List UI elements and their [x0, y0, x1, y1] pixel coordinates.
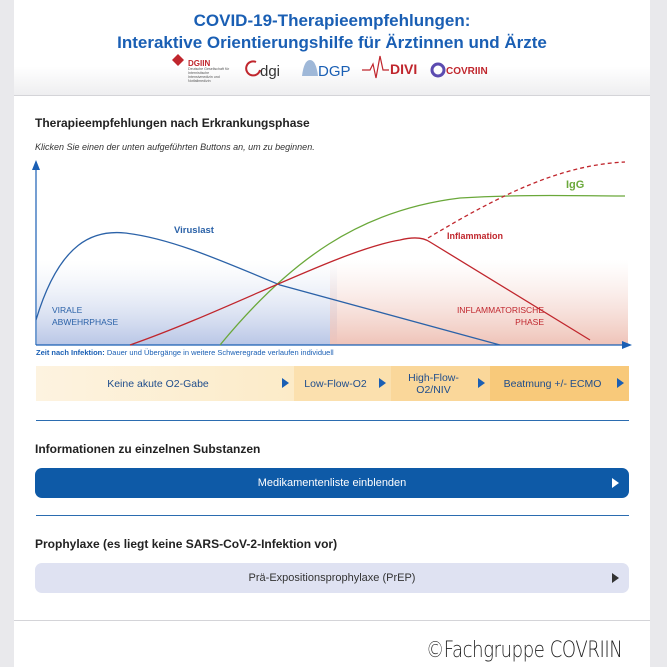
viruslast-curve	[35, 231, 501, 346]
section-heading: Prophylaxe (es liegt keine SARS-CoV-2-In…	[35, 537, 338, 551]
copyright: ©Fachgruppe COVRIIN	[425, 638, 623, 663]
phase-button[interactable]: High-Flow-O2/NIV	[391, 366, 490, 401]
phase-button[interactable]: Keine akute O2-Gabe	[36, 366, 294, 401]
instruction: Klicken Sie einen der unten aufgeführten…	[35, 142, 315, 152]
arrow	[612, 478, 619, 488]
logo-text: DIVI	[390, 61, 417, 77]
header	[14, 0, 650, 96]
axis-note-bold: Zeit nach Infektion:	[36, 348, 105, 357]
inflammatory-area	[330, 260, 628, 345]
inflammation-curve	[129, 237, 591, 346]
section-heading: Therapieempfehlungen nach Erkrankungspha…	[35, 116, 310, 130]
section-heading: Informationen zu einzelnen Substanzen	[35, 442, 261, 456]
medication-button[interactable]: Medikamentenliste einblenden	[35, 468, 629, 498]
logo-text: dgi	[260, 63, 280, 80]
logo-icon	[302, 60, 318, 76]
logo-sub: Deutsche Gesellschaft für Internistische…	[188, 67, 230, 83]
button-label: Beatmung +/- ECMO	[503, 377, 602, 390]
dgiin-logo: DGIIN Deutsche Gesellschaft für Internis…	[172, 54, 230, 83]
button-label: Medikamentenliste einblenden	[257, 477, 407, 489]
phase-label: VIRALE	[52, 305, 83, 315]
arrow	[617, 378, 624, 388]
axis-note-text: Dauer und Übergänge in weitere Schweregr…	[106, 348, 334, 357]
arrow	[379, 378, 386, 388]
phase-diagram: Viruslast IgG Inflammation VIRALE ABWEHR…	[32, 160, 632, 349]
footer-line	[14, 620, 650, 621]
curve-label: IgG	[566, 179, 584, 191]
separator	[36, 420, 629, 421]
button-label: Prä-Expositionsprophylaxe (PrEP)	[248, 572, 416, 584]
title: COVID-19-Therapieempfehlungen:	[193, 11, 471, 30]
button-label: Keine akute O2-Gabe	[107, 377, 209, 390]
logo-text: COVRIIN	[446, 66, 488, 77]
phase-button[interactable]: Beatmung +/- ECMO	[490, 366, 629, 401]
prep-button[interactable]: Prä-Expositionsprophylaxe (PrEP)	[35, 563, 629, 593]
logo-icon	[172, 54, 184, 66]
logo-subtitle: Deutsche Gesellschaft für Internistische…	[188, 67, 230, 83]
logo-text: DGP	[318, 63, 351, 80]
axis-arrow	[32, 160, 40, 170]
button-label: Low-Flow-O2	[304, 377, 367, 390]
phase-label: PHASE	[515, 317, 544, 327]
curve-label: Viruslast	[174, 225, 215, 236]
arrow	[282, 378, 289, 388]
arrow	[478, 378, 485, 388]
inflammation-dashed	[427, 161, 626, 239]
logo-text: DGIIN	[188, 59, 210, 68]
button-label: High-Flow-O2/NIV	[408, 371, 459, 396]
logos: DGIIN Deutsche Gesellschaft für Internis…	[172, 54, 488, 83]
logo-icon	[430, 62, 446, 78]
axis-arrow	[622, 341, 632, 349]
logo-icon	[245, 60, 261, 77]
title: Interaktive Orientierungshilfe für Ärzti…	[117, 33, 547, 52]
viral-area	[37, 260, 337, 345]
curve-label: Inflammation	[447, 231, 503, 241]
axis-note: Zeit nach Infektion: Dauer und Übergänge…	[36, 348, 334, 357]
phase-label: INFLAMMATORISCHE	[457, 305, 544, 315]
separator	[36, 515, 629, 516]
arrow	[612, 573, 619, 583]
logo-icon	[362, 55, 389, 79]
phase-button[interactable]: Low-Flow-O2	[294, 366, 391, 401]
phase-label: ABWEHRPHASE	[52, 317, 118, 327]
